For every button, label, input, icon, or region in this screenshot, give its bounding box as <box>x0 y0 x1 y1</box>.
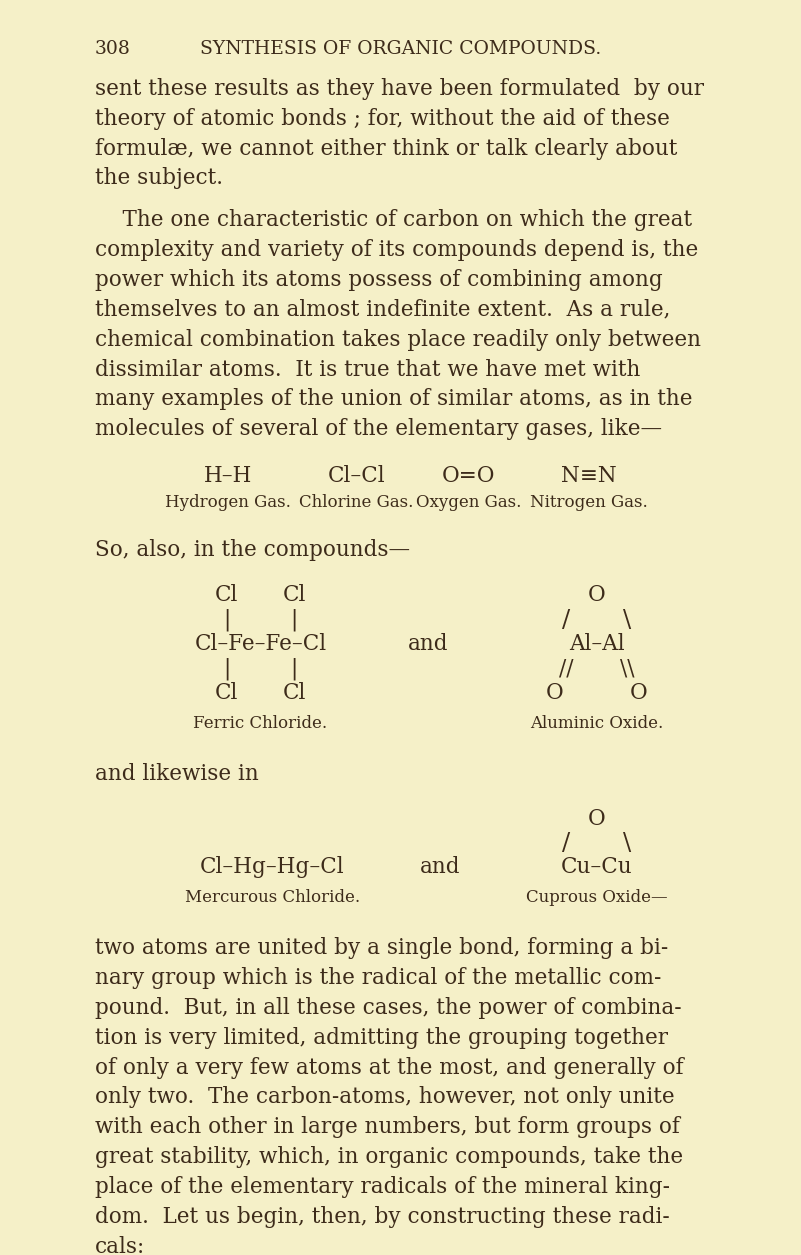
Text: Cl–Cl: Cl–Cl <box>328 464 385 487</box>
Text: Mercurous Chloride.: Mercurous Chloride. <box>185 890 360 906</box>
Text: Hydrogen Gas.: Hydrogen Gas. <box>165 494 292 512</box>
Text: Cl–Fe–Fe–Cl: Cl–Fe–Fe–Cl <box>195 633 326 655</box>
Text: O: O <box>630 681 647 704</box>
Text: and: and <box>421 856 461 878</box>
Text: power which its atoms possess of combining among: power which its atoms possess of combini… <box>95 269 662 291</box>
Text: Oxygen Gas.: Oxygen Gas. <box>416 494 521 512</box>
Text: Cl: Cl <box>282 584 306 606</box>
Text: molecules of several of the elementary gases, like—: molecules of several of the elementary g… <box>95 418 662 441</box>
Text: Cu–Cu: Cu–Cu <box>561 856 633 878</box>
Text: and likewise in: and likewise in <box>95 763 258 784</box>
Text: /: / <box>562 832 570 855</box>
Text: dom.  Let us begin, then, by constructing these radi-: dom. Let us begin, then, by constructing… <box>95 1206 670 1227</box>
Text: place of the elementary radicals of the mineral king-: place of the elementary radicals of the … <box>95 1176 670 1199</box>
Text: Cuprous Oxide—: Cuprous Oxide— <box>526 890 667 906</box>
Text: Cl: Cl <box>215 584 239 606</box>
Text: nary group which is the radical of the metallic com-: nary group which is the radical of the m… <box>95 968 661 989</box>
Text: Al–Al: Al–Al <box>569 633 625 655</box>
Text: H–H: H–H <box>204 464 252 487</box>
Text: |: | <box>290 609 298 631</box>
Text: two atoms are united by a single bond, forming a bi-: two atoms are united by a single bond, f… <box>95 937 668 959</box>
Text: O: O <box>588 807 606 830</box>
Text: theory of atomic bonds ; for, without the aid of these: theory of atomic bonds ; for, without th… <box>95 108 670 129</box>
Text: SYNTHESIS OF ORGANIC COMPOUNDS.: SYNTHESIS OF ORGANIC COMPOUNDS. <box>200 39 601 58</box>
Text: complexity and variety of its compounds depend is, the: complexity and variety of its compounds … <box>95 240 698 261</box>
Text: So, also, in the compounds—: So, also, in the compounds— <box>95 540 409 561</box>
Text: N≡N: N≡N <box>561 464 617 487</box>
Text: with each other in large numbers, but form groups of: with each other in large numbers, but fo… <box>95 1117 679 1138</box>
Text: \: \ <box>623 609 631 631</box>
Text: great stability, which, in organic compounds, take the: great stability, which, in organic compo… <box>95 1146 682 1168</box>
Text: Aluminic Oxide.: Aluminic Oxide. <box>530 715 663 732</box>
Text: The one characteristic of carbon on which the great: The one characteristic of carbon on whic… <box>95 210 691 231</box>
Text: |: | <box>290 658 298 680</box>
Text: many examples of the union of similar atoms, as in the: many examples of the union of similar at… <box>95 389 692 410</box>
Text: cals:: cals: <box>95 1236 145 1255</box>
Text: formulæ, we cannot either think or talk clearly about: formulæ, we cannot either think or talk … <box>95 138 677 159</box>
Text: /: / <box>562 609 570 631</box>
Text: sent these results as they have been formulated  by our: sent these results as they have been for… <box>95 78 703 100</box>
Text: \\: \\ <box>620 658 634 679</box>
Text: of only a very few atoms at the most, and generally of: of only a very few atoms at the most, an… <box>95 1057 683 1078</box>
Text: and: and <box>409 633 449 655</box>
Text: themselves to an almost indefinite extent.  As a rule,: themselves to an almost indefinite exten… <box>95 299 670 321</box>
Text: Cl: Cl <box>282 681 306 704</box>
Text: //: // <box>559 658 574 679</box>
Text: O=O: O=O <box>442 464 495 487</box>
Text: 308: 308 <box>95 39 131 58</box>
Text: |: | <box>223 658 231 680</box>
Text: Cl: Cl <box>215 681 239 704</box>
Text: only two.  The carbon-atoms, however, not only unite: only two. The carbon-atoms, however, not… <box>95 1087 674 1108</box>
Text: pound.  But, in all these cases, the power of combina-: pound. But, in all these cases, the powe… <box>95 996 681 1019</box>
Text: O: O <box>546 681 564 704</box>
Text: O: O <box>588 584 606 606</box>
Text: Cl–Hg–Hg–Cl: Cl–Hg–Hg–Cl <box>200 856 344 878</box>
Text: the subject.: the subject. <box>95 167 223 190</box>
Text: Nitrogen Gas.: Nitrogen Gas. <box>529 494 648 512</box>
Text: chemical combination takes place readily only between: chemical combination takes place readily… <box>95 329 701 350</box>
Text: Chlorine Gas.: Chlorine Gas. <box>300 494 413 512</box>
Text: tion is very limited, admitting the grouping together: tion is very limited, admitting the grou… <box>95 1027 667 1049</box>
Text: |: | <box>223 609 231 631</box>
Text: \: \ <box>623 832 631 855</box>
Text: Ferric Chloride.: Ferric Chloride. <box>193 715 328 732</box>
Text: dissimilar atoms.  It is true that we have met with: dissimilar atoms. It is true that we hav… <box>95 359 640 380</box>
